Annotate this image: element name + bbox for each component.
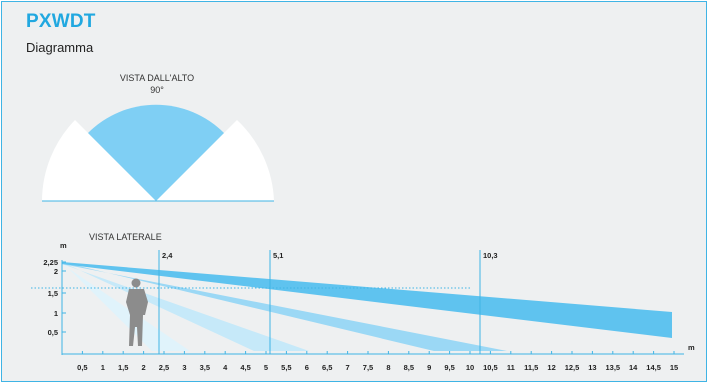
x-tick-label: 12,5 — [565, 363, 580, 372]
x-tick-label: 9,5 — [444, 363, 454, 372]
marker-label-1: 2,4 — [162, 251, 173, 260]
y-tick-label: 2 — [54, 267, 58, 276]
x-tick-label: 7 — [346, 363, 350, 372]
top-view-label: VISTA DALL'ALTO — [120, 73, 194, 83]
x-tick-label: 5 — [264, 363, 268, 372]
page-subtitle: Diagramma — [26, 40, 94, 55]
top-view-angle: 90° — [150, 85, 164, 95]
x-tick-label: 10,5 — [483, 363, 498, 372]
marker-label-3: 10,3 — [483, 251, 498, 260]
x-tick-label: 14,5 — [646, 363, 661, 372]
x-tick-label: 3 — [182, 363, 186, 372]
marker-label-2: 5,1 — [273, 251, 283, 260]
y-tick-label: 1 — [54, 309, 58, 318]
x-tick-label: 6 — [305, 363, 309, 372]
x-tick-label: 3,5 — [200, 363, 210, 372]
y-ticks: 2,25 2 1,5 1 0,5 — [43, 258, 66, 337]
x-tick-label: 10 — [466, 363, 474, 372]
x-tick-label: 11 — [507, 363, 515, 372]
x-tick-label: 2,5 — [159, 363, 169, 372]
x-tick-label: 0,5 — [77, 363, 87, 372]
x-tick-label: 13,5 — [605, 363, 620, 372]
x-tick-label: 2 — [142, 363, 146, 372]
x-tick-label: 4,5 — [240, 363, 250, 372]
side-view: VISTA LATERALE 2,4 5,1 10,3 — [31, 232, 695, 372]
y-tick-label: 2,25 — [43, 258, 58, 267]
x-tick-label: 6,5 — [322, 363, 332, 372]
x-tick-label: 4 — [223, 363, 228, 372]
top-view-white-fan — [42, 120, 274, 201]
y-tick-label: 1,5 — [48, 289, 58, 298]
x-ticks: 0,5 1 1,5 2 2,5 3 3,5 4 4,5 5 5,5 6 6,5 7 7,5 8 8,5 9 9,5 1… — [77, 351, 678, 372]
product-title: PXWDT — [26, 11, 96, 32]
person-silhouette — [126, 278, 148, 346]
x-tick-label: 11,5 — [524, 363, 538, 372]
x-tick-label: 9 — [427, 363, 431, 372]
x-tick-label: 7,5 — [363, 363, 373, 372]
top-view: VISTA DALL'ALTO 90° — [42, 73, 274, 202]
side-view-label: VISTA LATERALE — [89, 232, 162, 242]
x-tick-label: 12 — [547, 363, 555, 372]
x-tick-label: 13 — [588, 363, 596, 372]
x-tick-label: 1,5 — [118, 363, 128, 372]
y-unit: m — [60, 241, 67, 250]
x-tick-label: 5,5 — [281, 363, 291, 372]
top-view-coverage-zone — [88, 104, 224, 201]
x-tick-label: 1 — [101, 363, 105, 372]
x-unit: m — [688, 343, 695, 352]
x-tick-label: 8,5 — [404, 363, 414, 372]
y-tick-label: 0,5 — [48, 328, 58, 337]
beam-dark — [62, 262, 672, 338]
x-tick-label: 14 — [629, 363, 638, 372]
x-tick-label: 15 — [670, 363, 678, 372]
x-tick-label: 8 — [386, 363, 390, 372]
